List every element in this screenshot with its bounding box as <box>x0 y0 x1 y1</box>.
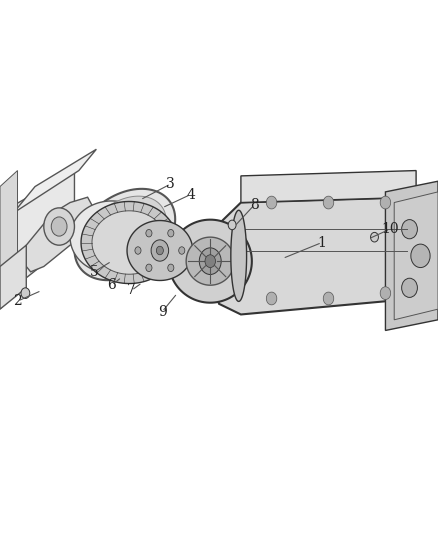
Text: 5: 5 <box>90 265 99 279</box>
Text: 9: 9 <box>158 305 166 319</box>
Circle shape <box>402 278 417 297</box>
Polygon shape <box>169 220 252 303</box>
Polygon shape <box>13 149 96 213</box>
Polygon shape <box>210 197 429 314</box>
Circle shape <box>21 288 30 298</box>
Polygon shape <box>231 211 247 301</box>
Text: 1: 1 <box>318 236 326 249</box>
Text: 8: 8 <box>250 198 258 212</box>
Polygon shape <box>186 237 234 285</box>
Circle shape <box>168 230 174 237</box>
Circle shape <box>146 230 152 237</box>
Polygon shape <box>70 201 153 273</box>
Text: 3: 3 <box>166 177 175 191</box>
Text: 7: 7 <box>127 284 136 297</box>
Polygon shape <box>127 221 193 280</box>
Polygon shape <box>0 171 74 298</box>
Text: 6: 6 <box>107 278 116 292</box>
Circle shape <box>135 247 141 254</box>
Circle shape <box>156 246 163 255</box>
Polygon shape <box>81 201 177 284</box>
Polygon shape <box>385 181 438 330</box>
Circle shape <box>380 287 391 300</box>
Circle shape <box>380 196 391 209</box>
Circle shape <box>199 248 221 274</box>
Polygon shape <box>394 192 438 320</box>
Circle shape <box>323 196 334 209</box>
Text: 10: 10 <box>381 222 399 236</box>
Circle shape <box>44 208 74 245</box>
Circle shape <box>411 244 430 268</box>
Circle shape <box>371 232 378 242</box>
Polygon shape <box>241 171 416 203</box>
Circle shape <box>402 220 417 239</box>
Circle shape <box>179 247 185 254</box>
Polygon shape <box>0 245 26 309</box>
Polygon shape <box>92 211 166 274</box>
Text: 4: 4 <box>186 188 195 201</box>
Circle shape <box>168 264 174 271</box>
Text: 2: 2 <box>13 294 22 308</box>
Circle shape <box>228 220 236 230</box>
Circle shape <box>146 264 152 271</box>
Circle shape <box>266 292 277 305</box>
Circle shape <box>266 196 277 209</box>
Circle shape <box>323 292 334 305</box>
Circle shape <box>151 240 169 261</box>
Polygon shape <box>0 171 18 309</box>
Polygon shape <box>74 189 175 280</box>
Circle shape <box>51 217 67 236</box>
Polygon shape <box>103 221 122 237</box>
Circle shape <box>205 255 215 268</box>
Polygon shape <box>83 196 166 273</box>
Polygon shape <box>18 197 96 272</box>
